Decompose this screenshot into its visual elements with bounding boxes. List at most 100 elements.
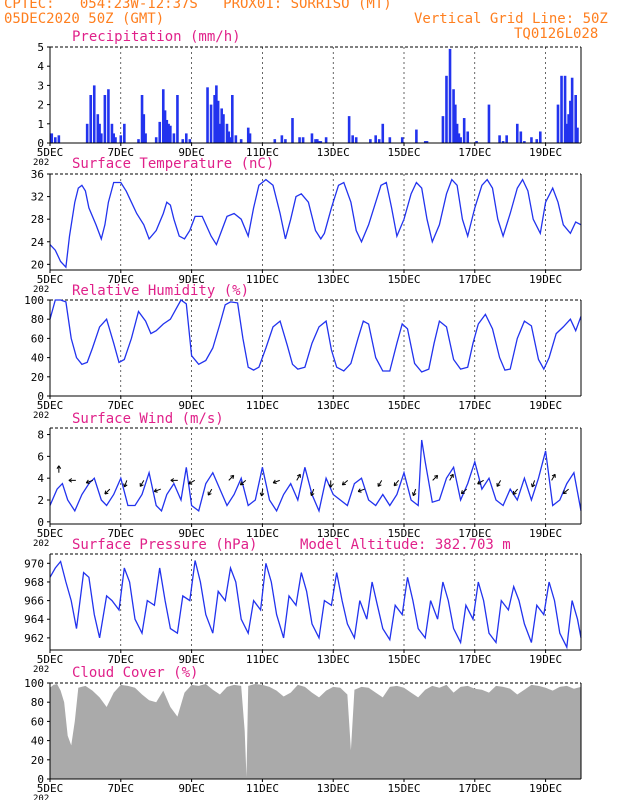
precip-bar bbox=[188, 139, 192, 143]
wind-arrow-shaft bbox=[261, 489, 264, 497]
x-year-label: 202 bbox=[33, 665, 49, 675]
x-year-label: 202 bbox=[33, 539, 49, 549]
wind-arrows bbox=[56, 465, 569, 497]
precip-bar bbox=[556, 104, 560, 143]
y-tick-label: 962 bbox=[24, 632, 44, 645]
y-tick-label: 8 bbox=[37, 429, 44, 442]
wind-arrow-head bbox=[449, 473, 454, 478]
precip-bar bbox=[314, 139, 317, 143]
x-tick-label: 7DEC bbox=[108, 273, 135, 286]
wind-arrow-shaft bbox=[139, 480, 145, 487]
precip-bar bbox=[54, 137, 57, 143]
precip-bar bbox=[374, 135, 377, 143]
precip-bar bbox=[310, 133, 314, 143]
panel-title: Surface Temperature (nC) bbox=[72, 156, 274, 172]
wind-arrow-head bbox=[496, 482, 501, 487]
precip-bar bbox=[158, 121, 162, 143]
wind-arrow-head bbox=[170, 478, 175, 483]
wind-arrow-head bbox=[188, 480, 193, 485]
x-tick-label: 15DEC bbox=[387, 653, 420, 666]
x-tick-label: 15DEC bbox=[387, 527, 420, 540]
precip-bar bbox=[114, 137, 117, 143]
x-tick-label: 19DEC bbox=[529, 399, 562, 412]
wind-arrow-head bbox=[530, 483, 536, 488]
wind-arrow-head bbox=[153, 488, 158, 493]
x-tick-label: 13DEC bbox=[317, 273, 350, 286]
wind-arrow-shaft bbox=[551, 474, 556, 481]
precip-bar bbox=[227, 131, 231, 143]
precip-bar bbox=[576, 127, 579, 143]
x-tick-label: 17DEC bbox=[458, 146, 491, 159]
y-tick-label: 28 bbox=[31, 213, 44, 226]
precip-bar bbox=[452, 89, 455, 143]
wind-arrow-shaft bbox=[272, 479, 280, 484]
pres-series-line bbox=[49, 560, 582, 650]
wind-arrow-head bbox=[562, 490, 567, 495]
y-tick-label: 5 bbox=[37, 41, 44, 54]
x-tick-label: 7DEC bbox=[108, 782, 135, 795]
precip-bar bbox=[505, 135, 508, 143]
precip-bar bbox=[466, 131, 470, 143]
y-tick-label: 970 bbox=[24, 557, 44, 570]
wind-arrow-shaft bbox=[377, 480, 383, 487]
x-tick-label: 11DEC bbox=[246, 782, 279, 795]
x-tick-label: 19DEC bbox=[529, 782, 562, 795]
precip-bar bbox=[317, 141, 321, 143]
y-tick-label: 40 bbox=[31, 352, 44, 365]
x-tick-label: 11DEC bbox=[246, 527, 279, 540]
precip-bar bbox=[569, 100, 572, 143]
precip-bar bbox=[415, 129, 418, 143]
x-tick-label: 19DEC bbox=[529, 653, 562, 666]
precip-bar bbox=[530, 137, 533, 143]
precip-bar bbox=[57, 135, 61, 143]
precip-bar bbox=[459, 137, 462, 143]
wind-arrow-head bbox=[104, 490, 109, 495]
y-tick-label: 80 bbox=[31, 696, 44, 709]
x-tick-label: 17DEC bbox=[458, 653, 491, 666]
wind-arrow-head bbox=[341, 481, 346, 486]
precip-bar bbox=[448, 48, 452, 143]
y-tick-label: 40 bbox=[31, 735, 44, 748]
x-tick-label: 15DEC bbox=[387, 273, 420, 286]
y-tick-label: 100 bbox=[24, 677, 44, 690]
wind-arrow-shaft bbox=[357, 488, 365, 492]
precip-bar bbox=[92, 85, 96, 143]
cloud-cover-area bbox=[50, 683, 581, 779]
precip-bar bbox=[246, 127, 250, 143]
x-year-label: 202 bbox=[33, 158, 49, 168]
x-tick-label: 13DEC bbox=[317, 146, 350, 159]
wind-arrow-head bbox=[328, 484, 334, 488]
precip-bar bbox=[315, 139, 319, 143]
x-year-label: 202 bbox=[33, 411, 49, 421]
panel-rh: 0 20 40 60 80 100 5DEC 7DEC 9DEC 11DEC 13DEC 15DEC 1… bbox=[24, 283, 582, 421]
x-tick-label: 19DEC bbox=[529, 146, 562, 159]
wind-arrow-head bbox=[272, 479, 277, 484]
precip-bar bbox=[538, 131, 542, 143]
header-grid-line: Vertical Grid Line: 50Z bbox=[414, 11, 608, 27]
x-year-label: 202 bbox=[33, 285, 49, 295]
wind-arrow-head bbox=[412, 492, 417, 497]
y-tick-label: 36 bbox=[31, 168, 44, 181]
precip-bar bbox=[220, 108, 223, 143]
panel-wind: 0 2 4 6 8 5DEC 7DEC 9DEC 11DEC 13DEC 15DEC 17DEC 19D… bbox=[33, 411, 582, 549]
precip-bar bbox=[123, 123, 126, 143]
wind-arrow-head bbox=[512, 490, 517, 495]
precip-bar bbox=[181, 139, 185, 143]
y-tick-label: 60 bbox=[31, 715, 44, 728]
y-tick-label: 20 bbox=[31, 258, 44, 271]
y-tick-label: 0 bbox=[37, 773, 44, 786]
precip-bar bbox=[441, 116, 445, 143]
x-tick-label: 17DEC bbox=[458, 399, 491, 412]
precip-bar bbox=[354, 137, 358, 143]
precip-bar bbox=[519, 131, 523, 143]
wind-arrow-head bbox=[123, 483, 128, 488]
precip-bar bbox=[169, 125, 172, 143]
precip-bar bbox=[574, 95, 577, 143]
precip-bar bbox=[324, 137, 328, 143]
precip-bar bbox=[216, 100, 220, 143]
precip-bar bbox=[96, 114, 100, 143]
y-tick-label: 1 bbox=[37, 118, 44, 131]
x-tick-label: 15DEC bbox=[387, 399, 420, 412]
precip-bar bbox=[455, 123, 459, 143]
y-tick-label: 964 bbox=[24, 613, 44, 626]
